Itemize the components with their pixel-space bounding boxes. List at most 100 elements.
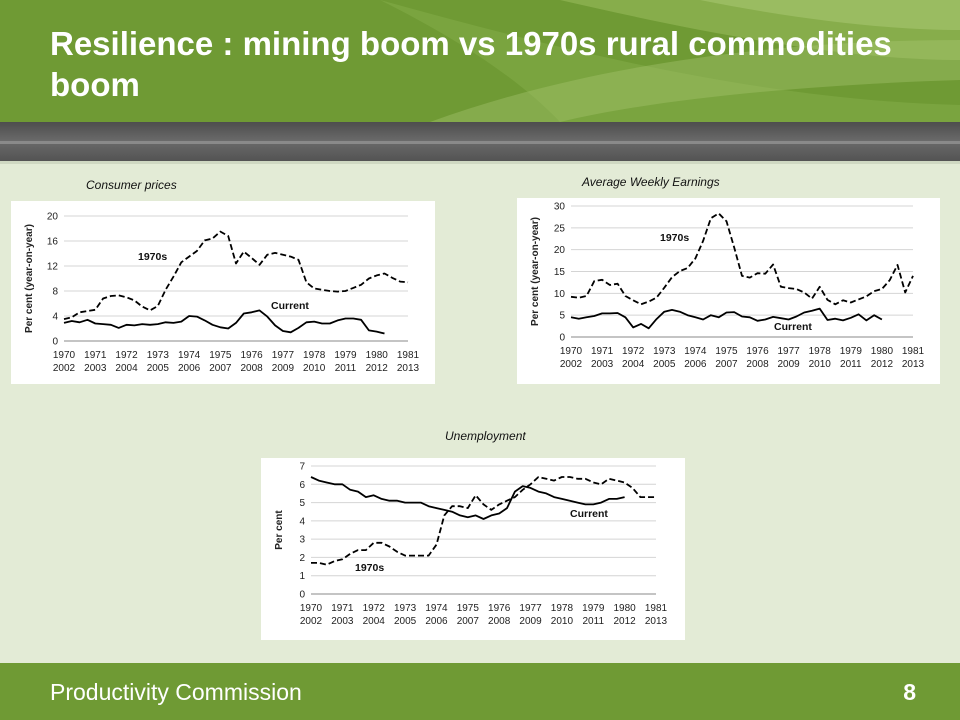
x-tick-label-top: 1970 <box>53 350 76 361</box>
x-tick-label-bottom: 2010 <box>303 363 326 374</box>
x-tick-label-bottom: 2012 <box>614 616 637 627</box>
y-tick-label: 0 <box>299 590 305 601</box>
x-tick-label-bottom: 2007 <box>457 616 480 627</box>
x-tick-label-top: 1975 <box>457 603 480 614</box>
x-tick-label-top: 1976 <box>746 346 769 357</box>
footer-organization: Productivity Commission <box>50 679 302 705</box>
grey-bar-stripe <box>0 141 960 144</box>
x-tick-label-top: 1977 <box>272 350 295 361</box>
chart-caption-unemployment: Unemployment <box>445 429 526 443</box>
x-tick-label-top: 1971 <box>591 346 614 357</box>
x-tick-label-top: 1973 <box>394 603 417 614</box>
y-axis-title: Per cent <box>274 510 285 550</box>
x-tick-label-bottom: 2008 <box>746 359 769 370</box>
x-tick-label-bottom: 2002 <box>300 616 323 627</box>
grey-bar-edge <box>0 161 960 164</box>
chart-panel-consumer-prices: 0 4 8 12 16 20 1970 2002 1971 2003 1972 2004 1973 200… <box>11 201 435 384</box>
y-tick-label: 0 <box>52 337 58 348</box>
y-tick-label: 2 <box>299 553 305 564</box>
x-tick-label-bottom: 2003 <box>331 616 354 627</box>
x-tick-label-top: 1977 <box>778 346 801 357</box>
x-tick-label-bottom: 2007 <box>209 363 232 374</box>
footer-band: Productivity Commission 8 <box>0 663 960 720</box>
y-tick-label: 6 <box>299 480 305 491</box>
x-tick-label-bottom: 2011 <box>583 616 605 627</box>
x-tick-label-top: 1978 <box>303 350 326 361</box>
y-tick-label: 20 <box>47 212 59 223</box>
x-tick-label-bottom: 2004 <box>363 616 386 627</box>
x-tick-label-top: 1970 <box>560 346 583 357</box>
x-tick-label-top: 1975 <box>715 346 738 357</box>
series-line-current <box>570 307 883 330</box>
y-tick-label: 3 <box>299 535 305 546</box>
series-line-current <box>63 309 385 335</box>
x-tick-label-bottom: 2011 <box>840 359 862 370</box>
x-tick-label-top: 1974 <box>684 346 707 357</box>
series-line-1970s <box>63 230 409 320</box>
series-label-current: Current <box>271 300 309 312</box>
x-tick-label-bottom: 2013 <box>902 359 925 370</box>
x-tick-label-bottom: 2007 <box>715 359 738 370</box>
x-tick-label-top: 1971 <box>84 350 107 361</box>
y-tick-label: 4 <box>299 516 305 527</box>
x-tick-label-bottom: 2005 <box>653 359 676 370</box>
x-tick-label-bottom: 2006 <box>425 616 448 627</box>
x-tick-label-top: 1981 <box>397 350 420 361</box>
x-tick-label-bottom: 2009 <box>778 359 801 370</box>
series-label-1970s: 1970s <box>355 562 384 574</box>
x-tick-label-bottom: 2006 <box>178 363 201 374</box>
x-tick-label-bottom: 2009 <box>519 616 542 627</box>
y-tick-label: 15 <box>554 267 566 278</box>
header-swoosh-decoration <box>380 0 960 122</box>
y-tick-label: 7 <box>299 462 305 473</box>
x-tick-label-top: 1978 <box>551 603 574 614</box>
series-label-current: Current <box>774 321 812 333</box>
chart-caption-consumer-prices: Consumer prices <box>86 178 177 192</box>
series-label-1970s: 1970s <box>138 251 167 263</box>
x-tick-label-bottom: 2008 <box>241 363 264 374</box>
x-tick-label-bottom: 2009 <box>272 363 295 374</box>
chart-consumer-prices: 0 4 8 12 16 20 1970 2002 1971 2003 1972 2004 1973 200… <box>24 212 420 375</box>
y-tick-label: 4 <box>52 312 58 323</box>
header-grey-bar <box>0 122 960 164</box>
x-tick-label-top: 1973 <box>147 350 170 361</box>
y-tick-label: 8 <box>52 287 58 298</box>
x-tick-label-top: 1981 <box>645 603 668 614</box>
x-tick-label-bottom: 2003 <box>591 359 614 370</box>
x-tick-label-bottom: 2002 <box>53 363 76 374</box>
x-tick-label-top: 1971 <box>331 603 354 614</box>
x-tick-label-bottom: 2005 <box>147 363 170 374</box>
x-tick-label-bottom: 2003 <box>84 363 107 374</box>
y-tick-label: 5 <box>299 498 305 509</box>
x-tick-label-bottom: 2013 <box>645 616 668 627</box>
y-tick-label: 12 <box>47 262 59 273</box>
series-label-current: Current <box>570 508 608 520</box>
y-tick-label: 16 <box>47 237 59 248</box>
x-tick-label-bottom: 2004 <box>115 363 138 374</box>
x-tick-label-top: 1974 <box>178 350 201 361</box>
chart-unemployment: 0 1 2 3 4 5 6 7 1970 2002 1971 2003 1972 2004 1973 2005… <box>274 462 668 628</box>
x-tick-label-top: 1970 <box>300 603 323 614</box>
x-tick-label-top: 1981 <box>902 346 925 357</box>
x-tick-label-bottom: 2012 <box>366 363 389 374</box>
series-line-1970s <box>570 212 914 306</box>
x-tick-label-bottom: 2010 <box>551 616 574 627</box>
chart-panel-unemployment: 0 1 2 3 4 5 6 7 1970 2002 1971 2003 1972 2004 1973 2005… <box>261 458 685 640</box>
x-tick-label-top: 1979 <box>334 350 357 361</box>
x-tick-label-top: 1979 <box>582 603 605 614</box>
x-tick-label-top: 1974 <box>425 603 448 614</box>
y-tick-label: 1 <box>299 571 305 582</box>
series-line-1970s <box>311 476 656 566</box>
x-tick-label-top: 1972 <box>115 350 138 361</box>
y-axis-title: Per cent (year-on-year) <box>24 224 35 333</box>
x-tick-label-top: 1975 <box>209 350 232 361</box>
x-tick-label-bottom: 2008 <box>488 616 511 627</box>
page-number: 8 <box>903 679 916 705</box>
slide-title: Resilience : mining boom vs 1970s rural … <box>50 25 892 103</box>
x-tick-label-bottom: 2005 <box>394 616 417 627</box>
x-tick-label-top: 1976 <box>241 350 264 361</box>
x-tick-label-top: 1980 <box>366 350 389 361</box>
chart-panel-average-weekly-earnings: 0 5 10 15 20 25 30 1970 2002 1971 2003 1972 2004 1973… <box>517 198 940 384</box>
x-tick-label-top: 1972 <box>622 346 645 357</box>
series-label-1970s: 1970s <box>660 232 689 244</box>
